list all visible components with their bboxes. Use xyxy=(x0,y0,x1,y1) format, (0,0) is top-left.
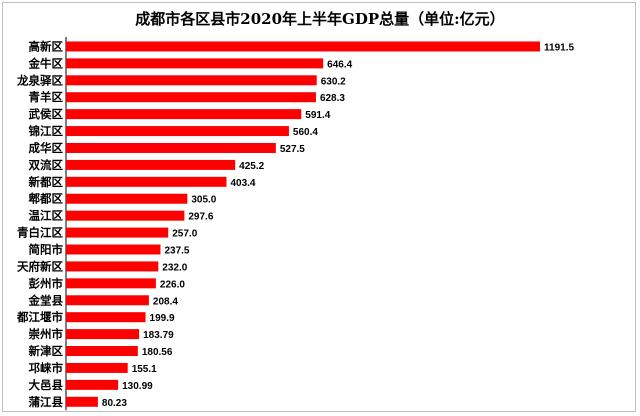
bars-group: 高新区 1191.5 金牛区 646.4 龙泉驿区 630.2 青羊区 628.3 武侯区 591… xyxy=(16,39,574,408)
value-label: 646.4 xyxy=(327,59,352,70)
category-label: 彭州市 xyxy=(29,276,64,290)
value-label: 130.99 xyxy=(122,381,153,392)
bar xyxy=(66,362,128,373)
category-label: 天府新区 xyxy=(17,259,63,273)
value-label: 425.2 xyxy=(239,161,264,172)
category-label: 金牛区 xyxy=(28,56,64,70)
bar xyxy=(66,126,289,137)
bar xyxy=(66,176,227,187)
bar xyxy=(66,346,138,357)
category-label: 温江区 xyxy=(29,209,64,223)
category-label: 新都区 xyxy=(29,175,64,189)
value-label: 628.3 xyxy=(320,93,345,104)
chart-title: 成都市各区县市2020年上半年GDP总量（单位:亿元） xyxy=(135,10,505,28)
bar xyxy=(66,379,119,390)
category-label: 崇州市 xyxy=(29,327,64,341)
bar xyxy=(66,142,276,153)
value-label: 1191.5 xyxy=(544,42,574,53)
value-label: 199.9 xyxy=(150,313,175,324)
bar xyxy=(66,41,540,52)
bar xyxy=(66,75,317,86)
bar xyxy=(66,244,161,255)
value-label: 155.1 xyxy=(132,364,157,375)
bar xyxy=(66,278,156,289)
value-label: 232.0 xyxy=(162,262,187,273)
category-label: 双流区 xyxy=(28,158,64,172)
category-label: 龙泉驿区 xyxy=(16,73,63,87)
category-label: 成华区 xyxy=(29,141,64,155)
bar xyxy=(66,261,159,272)
value-label: 403.4 xyxy=(230,178,255,189)
bar xyxy=(66,329,140,340)
bar xyxy=(66,92,316,103)
value-label: 208.4 xyxy=(153,296,178,307)
category-label: 大邑县 xyxy=(29,378,64,392)
bar xyxy=(66,109,302,120)
bar xyxy=(66,159,236,170)
value-label: 527.5 xyxy=(280,144,305,155)
value-label: 183.79 xyxy=(143,330,174,341)
bar xyxy=(66,193,188,204)
category-label: 蒲江县 xyxy=(29,395,64,409)
bar xyxy=(66,210,185,221)
category-label: 青羊区 xyxy=(29,90,64,104)
value-label: 80.23 xyxy=(102,398,127,409)
category-label: 邛崃市 xyxy=(29,361,64,375)
category-label: 郫都区 xyxy=(29,192,64,206)
value-label: 226.0 xyxy=(160,279,185,290)
category-label: 新津区 xyxy=(29,344,64,358)
bar xyxy=(66,396,98,407)
bar xyxy=(66,58,324,69)
value-label: 237.5 xyxy=(164,246,189,257)
chart-frame xyxy=(2,2,636,412)
value-label: 630.2 xyxy=(321,76,346,87)
category-label: 都江堰市 xyxy=(16,310,63,324)
category-label: 金堂县 xyxy=(28,293,64,307)
category-label: 锦江区 xyxy=(29,124,64,138)
value-label: 560.4 xyxy=(293,127,318,138)
category-label: 高新区 xyxy=(29,39,64,53)
value-label: 297.6 xyxy=(188,212,213,223)
bar xyxy=(66,312,146,323)
bar xyxy=(66,295,149,306)
value-label: 305.0 xyxy=(191,195,216,206)
category-label: 青白江区 xyxy=(17,226,63,240)
value-label: 257.0 xyxy=(172,229,197,240)
value-label: 180.56 xyxy=(142,347,173,358)
category-label: 简阳市 xyxy=(29,243,64,257)
bar xyxy=(66,227,169,238)
value-label: 591.4 xyxy=(305,110,330,121)
category-label: 武侯区 xyxy=(29,107,64,121)
